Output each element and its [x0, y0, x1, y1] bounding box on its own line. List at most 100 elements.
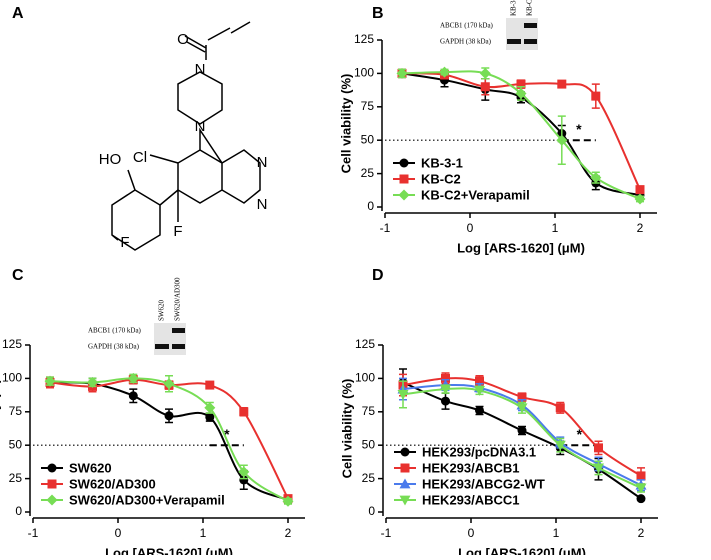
- y-tick-label: 50: [361, 132, 375, 146]
- x-tick-label: 2: [637, 221, 644, 235]
- y-tick-label: 75: [9, 404, 23, 418]
- point: [516, 79, 526, 89]
- annotation: *: [576, 121, 582, 137]
- y-tick-label: 125: [355, 337, 375, 351]
- point: [593, 463, 604, 474]
- structure: [111, 21, 261, 251]
- y-axis-label: Cell viability (%): [0, 379, 1, 479]
- point: [594, 443, 603, 453]
- blot-lane-label: KB-C2: [526, 0, 534, 16]
- point: [164, 411, 174, 421]
- point: [440, 384, 451, 395]
- y-axis-label: Cell viability (%): [339, 379, 354, 479]
- x-tick-label: -1: [28, 526, 39, 540]
- point: [636, 471, 646, 481]
- axis: [381, 40, 657, 214]
- point: [635, 483, 647, 494]
- atom-label: F: [120, 234, 129, 251]
- point: [205, 380, 215, 390]
- y-tick-label: 0: [367, 199, 374, 213]
- legend-label: KB-C2+Verapamil: [421, 187, 530, 202]
- atom-label: Cl: [133, 149, 147, 166]
- legend-marker: [47, 479, 57, 489]
- legend-marker: [399, 158, 409, 168]
- y-tick-label: 25: [362, 471, 376, 485]
- point: [475, 376, 484, 386]
- point: [636, 494, 646, 504]
- blot-lane-label: SW620/AD300: [174, 277, 182, 321]
- legend-label: SW620: [69, 460, 112, 475]
- legend-label: HEK293/ABCC1: [422, 492, 520, 507]
- blot-row-label: GAPDH (38 kDa): [440, 38, 492, 46]
- x-tick-label: 0: [468, 526, 475, 540]
- legend-label: HEK293/ABCG2-WT: [422, 476, 545, 491]
- point: [163, 378, 175, 390]
- x-tick-label: 0: [467, 221, 474, 235]
- blot-lane-label: SW620: [158, 300, 166, 322]
- point: [205, 412, 215, 422]
- point: [441, 373, 450, 383]
- point: [441, 396, 450, 406]
- y-tick-label: 50: [362, 437, 376, 451]
- point: [397, 390, 409, 400]
- axis: [29, 345, 305, 519]
- y-axis-label: Cell viability (%): [338, 74, 353, 174]
- atom-label: F: [173, 223, 182, 240]
- panel-label: A: [12, 5, 24, 22]
- x-tick-label: 1: [553, 526, 560, 540]
- point: [475, 405, 484, 415]
- y-tick-label: 25: [361, 166, 375, 180]
- legend-marker: [400, 463, 410, 473]
- x-axis-label: Log [ARS-1620] (μM): [105, 545, 233, 555]
- y-tick-label: 125: [354, 32, 374, 46]
- legend-marker: [46, 494, 58, 506]
- point: [128, 391, 138, 401]
- point: [127, 372, 139, 384]
- point: [517, 392, 527, 402]
- x-axis-label: Log [ARS-1620] (μM): [458, 545, 586, 555]
- point: [517, 426, 527, 436]
- legend-label: HEK293/pcDNA3.1: [422, 444, 536, 459]
- legend-marker: [47, 463, 57, 473]
- legend-label: KB-3-1: [421, 155, 463, 170]
- blot-lane-label: KB-3-1: [510, 0, 518, 16]
- legend-marker: [400, 447, 410, 457]
- blot-band: [507, 39, 521, 44]
- atom-label: N: [257, 154, 268, 171]
- legend-marker: [399, 495, 411, 506]
- point: [87, 376, 98, 388]
- blot-row-label: ABCB1 (170 kDa): [88, 327, 142, 335]
- y-tick-label: 25: [9, 471, 23, 485]
- y-tick-label: 100: [355, 371, 375, 385]
- point: [238, 466, 250, 478]
- point: [634, 193, 646, 205]
- x-tick-label: 0: [115, 526, 122, 540]
- point: [557, 79, 567, 89]
- blot-band: [155, 344, 169, 349]
- point: [439, 66, 450, 78]
- y-tick-label: 125: [2, 337, 22, 351]
- x-tick-label: 1: [552, 221, 559, 235]
- blot-band: [172, 344, 185, 349]
- atom-label: O: [177, 31, 189, 48]
- x-tick-label: 2: [285, 526, 292, 540]
- y-tick-label: 75: [362, 404, 376, 418]
- point: [591, 91, 601, 101]
- annotation: *: [577, 426, 583, 442]
- y-tick-label: 0: [368, 504, 375, 518]
- point: [239, 407, 249, 417]
- panel-label: D: [372, 267, 384, 284]
- point: [515, 87, 527, 99]
- legend-marker: [399, 478, 411, 489]
- y-tick-label: 50: [9, 437, 23, 451]
- x-tick-label: -1: [381, 526, 392, 540]
- atom-label: HO: [99, 151, 122, 168]
- legend-marker: [399, 174, 409, 184]
- legend-label: HEK293/ABCB1: [422, 460, 520, 475]
- blot-band: [172, 328, 185, 333]
- point: [590, 172, 602, 184]
- blot-row-label: GAPDH (38 kDa): [88, 343, 140, 351]
- point: [204, 402, 216, 414]
- atom-label: N: [195, 61, 206, 78]
